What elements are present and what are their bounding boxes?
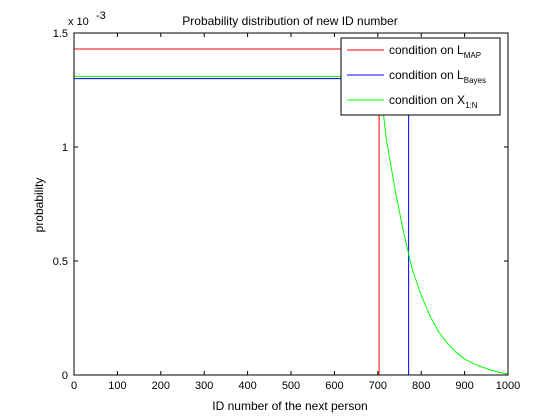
legend-label-2: condition on X1:N bbox=[389, 93, 478, 110]
y-scale-base: x 10 bbox=[68, 16, 89, 28]
x-tick-label: 200 bbox=[152, 380, 170, 392]
series-line-0 bbox=[74, 48, 508, 375]
legend-label-1: condition on LBayes bbox=[389, 68, 486, 85]
x-tick-label: 900 bbox=[455, 380, 473, 392]
y-tick-label: 1 bbox=[62, 142, 68, 154]
legend-label-0: condition on LMAP bbox=[389, 43, 481, 60]
y-tick-label: 0 bbox=[62, 370, 68, 382]
legend-label-subscript: MAP bbox=[464, 51, 481, 60]
x-tick-label: 800 bbox=[412, 380, 430, 392]
x-tick-label: 100 bbox=[108, 380, 126, 392]
plot-area: 0 100 200 300 400 500 600 700 800 900 1000 0 0.5 1 1.5 bbox=[53, 28, 521, 392]
x-tick-label: 400 bbox=[238, 380, 256, 392]
series-line-1 bbox=[74, 78, 508, 375]
legend-label-main: condition on L bbox=[389, 68, 464, 82]
y-tick-label: 0.5 bbox=[53, 256, 68, 268]
x-tick-label: 600 bbox=[325, 380, 343, 392]
y-tick-label: 1.5 bbox=[53, 28, 68, 40]
x-tick-label: 1000 bbox=[496, 380, 520, 392]
x-tick-label: 700 bbox=[369, 380, 387, 392]
series-line-2 bbox=[74, 75, 508, 375]
y-scale-exponent: -3 bbox=[96, 10, 106, 22]
chart-title: Probability distribution of new ID numbe… bbox=[182, 14, 397, 28]
legend-label-main: condition on X bbox=[389, 93, 465, 107]
x-tick-label: 0 bbox=[71, 380, 77, 392]
legend-label-main: condition on L bbox=[389, 43, 464, 57]
legend-label-subscript: 1:N bbox=[465, 101, 478, 110]
x-tick-label: 300 bbox=[195, 380, 213, 392]
legend-label-subscript: Bayes bbox=[464, 76, 486, 85]
x-axis-label: ID number of the next person bbox=[212, 399, 367, 413]
legend-box bbox=[340, 37, 501, 116]
y-axis-label: probability bbox=[32, 178, 46, 233]
x-tick-label: 500 bbox=[282, 380, 300, 392]
